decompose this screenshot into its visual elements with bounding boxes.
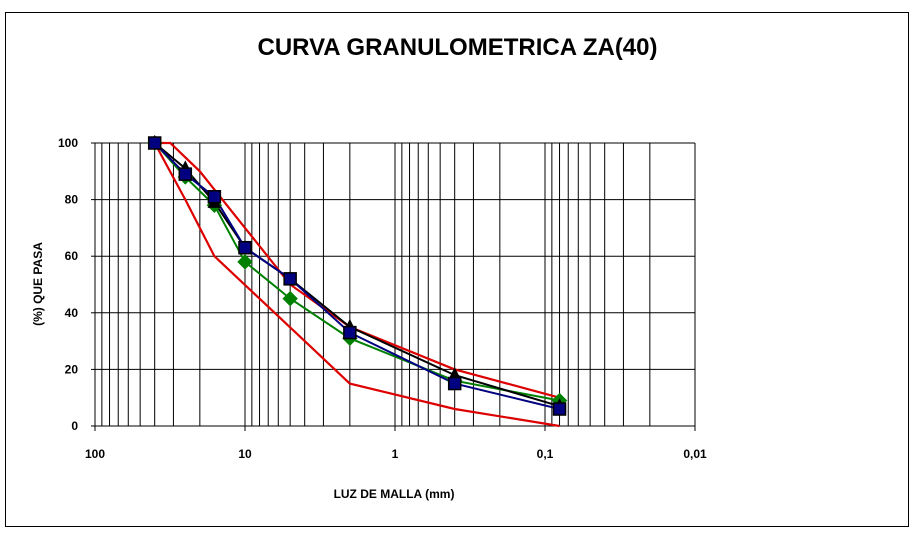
chart-title: CURVA GRANULOMETRICA ZA(40) bbox=[257, 34, 658, 61]
x-axis-label: LUZ DE MALLA (mm) bbox=[334, 487, 455, 501]
series-3-point bbox=[147, 136, 162, 150]
y-axis-label: (%) QUE PASA bbox=[31, 242, 45, 326]
series-2-line bbox=[154, 142, 560, 408]
y-tick-label: 40 bbox=[65, 306, 79, 320]
series-3-point bbox=[207, 190, 222, 204]
chart-frame bbox=[5, 12, 909, 527]
x-tick-label: 10 bbox=[238, 447, 252, 461]
x-tick-label: 1 bbox=[392, 447, 399, 461]
series-3-point bbox=[178, 167, 193, 181]
y-tick-label: 100 bbox=[58, 136, 78, 150]
y-tick-label: 80 bbox=[65, 193, 79, 207]
y-tick-label: 60 bbox=[65, 249, 79, 263]
y-tick-label: 20 bbox=[65, 362, 79, 376]
series-1-line bbox=[153, 142, 560, 402]
series-1-point bbox=[237, 254, 253, 270]
envelope-upper-line bbox=[154, 141, 560, 399]
y-tick-label: 0 bbox=[71, 419, 78, 433]
x-tick-label: 100 bbox=[85, 447, 105, 461]
plot-area bbox=[146, 134, 568, 428]
series-3-point bbox=[447, 376, 462, 391]
series-3-point bbox=[552, 402, 567, 416]
x-tick-label: 0,1 bbox=[537, 447, 554, 461]
series-3-point bbox=[283, 272, 297, 286]
x-tick-label: 0,01 bbox=[683, 447, 707, 461]
series-3-point bbox=[343, 325, 357, 340]
envelope-lower-line bbox=[153, 142, 560, 428]
grid bbox=[94, 142, 696, 427]
series-1-point bbox=[282, 290, 298, 307]
tick-labels: 0 20 40 60 80 100 100 10 1 0,1 0,01 bbox=[58, 136, 707, 461]
series-3-point bbox=[238, 240, 252, 255]
